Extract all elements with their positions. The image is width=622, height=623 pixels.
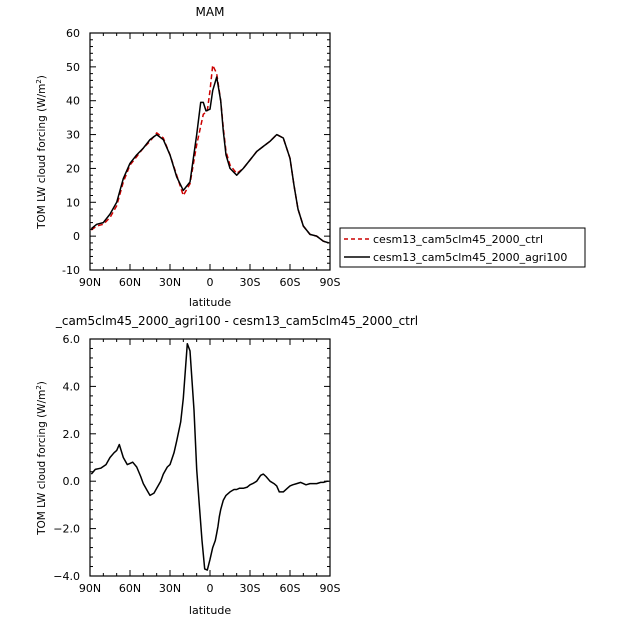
top-chart-x-tick-label: 60N bbox=[119, 276, 141, 289]
top-chart-y-tick-label: 40 bbox=[66, 95, 80, 108]
bottom-chart: _cam5clm45_2000_agri100 - cesm13_cam5clm… bbox=[35, 314, 418, 617]
top-chart-x-tick-label: 90N bbox=[79, 276, 101, 289]
bottom-chart-plot-area bbox=[89, 338, 331, 577]
bottom-chart-x-tick-label: 90S bbox=[320, 582, 341, 595]
top-chart-y-tick-label: 60 bbox=[66, 27, 80, 40]
top-chart-x-tick-label: 60S bbox=[280, 276, 301, 289]
top-chart-y-tick-label: 30 bbox=[66, 129, 80, 142]
bottom-chart-x-tick-label: 60N bbox=[119, 582, 141, 595]
top-chart-x-tick-label: 90S bbox=[320, 276, 341, 289]
bottom-chart-y-axis-label: TOM LW cloud forcing (W/m2) bbox=[35, 381, 48, 536]
bottom-chart-x-tick-label: 60S bbox=[280, 582, 301, 595]
bottom-chart-x-tick-label: 30N bbox=[159, 582, 181, 595]
bottom-chart-series-line-0 bbox=[90, 342, 329, 571]
top-chart-y-tick-label: 0 bbox=[73, 230, 80, 243]
top-chart-x-tick-label: 30S bbox=[240, 276, 261, 289]
bottom-chart-y-tick-label: 2.0 bbox=[63, 428, 81, 441]
bottom-chart-frame bbox=[89, 338, 331, 577]
top-chart-y-tick-label: 50 bbox=[66, 61, 80, 74]
bottom-chart-x-tick-label: 0 bbox=[207, 582, 214, 595]
legend: cesm13_cam5clm45_2000_ctrl cesm13_cam5cl… bbox=[339, 227, 586, 268]
bottom-chart-y-tick-label: −2.0 bbox=[53, 523, 80, 536]
legend-box bbox=[339, 227, 586, 268]
top-chart-series-line-1 bbox=[90, 76, 329, 244]
legend-label-agri100: cesm13_cam5clm45_2000_agri100 bbox=[373, 251, 567, 264]
legend-label-ctrl: cesm13_cam5clm45_2000_ctrl bbox=[373, 233, 543, 246]
bottom-chart-title: _cam5clm45_2000_agri100 - cesm13_cam5clm… bbox=[55, 314, 418, 328]
bottom-chart-axes: 90N 60N 30N 0 30S 60S 90S −4.0 −2.0 0.0 2.0 4.0 6.0 bbox=[53, 333, 340, 595]
bottom-chart-x-tick-label: 30S bbox=[240, 582, 261, 595]
bottom-chart-y-tick-label: 0.0 bbox=[63, 475, 81, 488]
bottom-chart-y-axis-label-main: TOM LW cloud forcing (W/m bbox=[36, 390, 48, 536]
top-chart-frame bbox=[89, 32, 331, 271]
bottom-chart-series bbox=[90, 342, 329, 571]
top-chart: MAM 90N 60N 30N 0 30S 60S 90S-100102030405060 … bbox=[35, 5, 341, 309]
top-chart-plot-area bbox=[89, 32, 331, 271]
top-chart-title: MAM bbox=[196, 5, 225, 19]
bottom-chart-y-tick-label: 6.0 bbox=[63, 333, 81, 346]
top-chart-y-axis-label-sup: 2 bbox=[35, 79, 43, 83]
top-chart-y-tick-label: 10 bbox=[66, 196, 80, 209]
top-chart-y-axis-label-close: ) bbox=[36, 75, 48, 79]
bottom-chart-x-tick-label: 90N bbox=[79, 582, 101, 595]
top-chart-x-tick-label: 30N bbox=[159, 276, 181, 289]
top-chart-x-tick-label: 0 bbox=[207, 276, 214, 289]
bottom-chart-y-axis-label-sup: 2 bbox=[35, 385, 43, 389]
bottom-chart-y-axis-label-close: ) bbox=[36, 381, 48, 385]
top-chart-y-axis-label: TOM LW cloud forcing (W/m2) bbox=[35, 75, 48, 230]
top-chart-x-axis-label: latitude bbox=[189, 296, 231, 309]
top-chart-series-line-0 bbox=[90, 64, 329, 244]
top-chart-y-tick-label: 20 bbox=[66, 162, 80, 175]
bottom-chart-y-tick-label: −4.0 bbox=[53, 570, 80, 583]
top-chart-y-axis-label-main: TOM LW cloud forcing (W/m bbox=[36, 84, 48, 230]
top-chart-y-tick-label: -10 bbox=[62, 264, 80, 277]
top-chart-series bbox=[90, 64, 329, 244]
bottom-chart-x-axis-label: latitude bbox=[189, 604, 231, 617]
top-chart-axes: 90N 60N 30N 0 30S 60S 90S -10 0 10 20 30 40 50 60 bbox=[62, 27, 340, 289]
bottom-chart-y-tick-label: 4.0 bbox=[63, 380, 81, 393]
